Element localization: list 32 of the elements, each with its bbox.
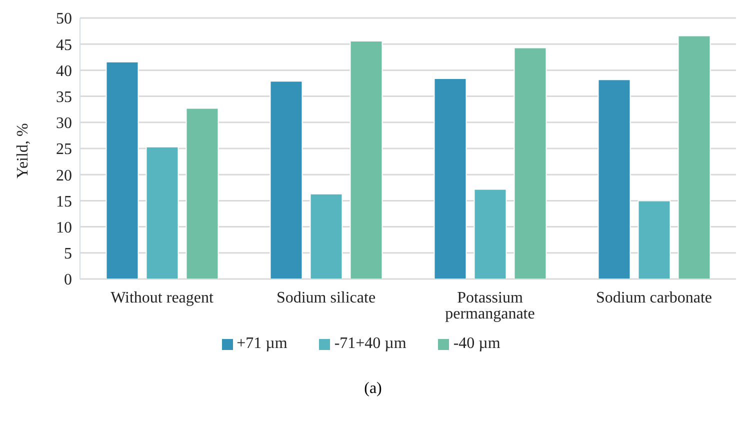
bar — [270, 80, 303, 279]
bar — [514, 47, 547, 279]
y-tick-label: 25 — [56, 141, 72, 158]
bar — [310, 193, 343, 279]
y-tick-label: 40 — [56, 62, 72, 80]
x-tick-label: Sodium silicate — [276, 289, 376, 306]
y-tick-label: 45 — [56, 36, 72, 54]
y-tick-label: 50 — [56, 10, 72, 28]
y-tick-label: 30 — [56, 115, 72, 132]
x-tick-label: Without reagent — [110, 289, 214, 306]
bar — [474, 188, 507, 279]
x-tick-label: Potassium permanganate — [445, 289, 535, 322]
bar — [106, 61, 139, 279]
bar — [434, 78, 467, 279]
y-tick-label: 10 — [56, 219, 72, 236]
y-tick-label: 20 — [56, 167, 72, 184]
y-tick-label: 35 — [56, 88, 72, 106]
y-axis-title: Yeild, % — [14, 123, 32, 178]
legend-label: -40 µm — [453, 335, 500, 352]
bar — [186, 108, 219, 279]
text: (a) — [363, 380, 383, 398]
bar — [350, 40, 383, 279]
legend-label: -71+40 µm — [334, 335, 406, 352]
y-tick-label: 0 — [64, 272, 72, 289]
x-tick-label: Sodium carbonate — [596, 289, 712, 306]
bar — [598, 79, 631, 279]
bar — [678, 35, 711, 279]
y-tick-label: 15 — [56, 193, 72, 210]
bar — [146, 146, 179, 279]
bar — [638, 200, 671, 279]
y-tick-label: 5 — [64, 246, 72, 263]
legend-label: +71 µm — [236, 335, 288, 352]
